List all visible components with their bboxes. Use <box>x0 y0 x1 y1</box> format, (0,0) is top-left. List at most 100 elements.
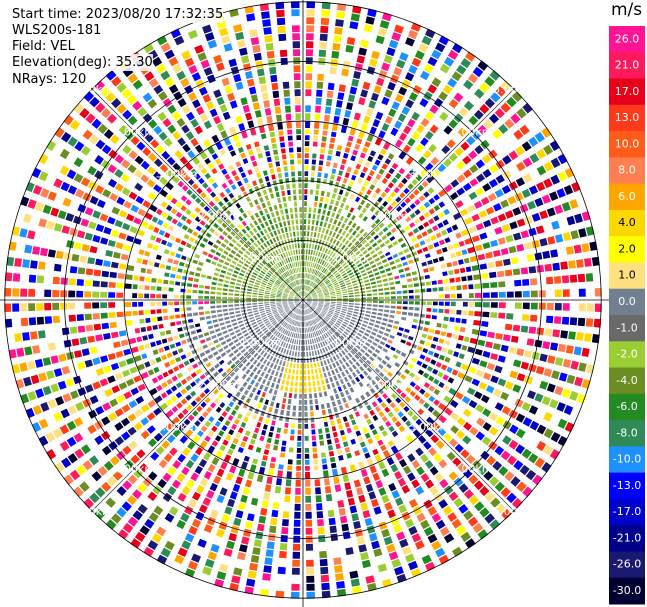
gate <box>245 397 251 404</box>
gate <box>462 408 472 418</box>
gate <box>264 296 270 298</box>
gate <box>183 234 190 240</box>
gate <box>230 387 237 394</box>
gate <box>286 324 290 329</box>
gate <box>330 297 336 299</box>
gate <box>576 332 584 341</box>
gate <box>160 70 171 81</box>
gate <box>394 362 401 368</box>
gate <box>336 418 342 424</box>
gate <box>490 353 499 361</box>
gate <box>251 400 257 407</box>
gate <box>446 451 456 461</box>
gate <box>207 146 216 155</box>
gate <box>358 212 364 219</box>
gate <box>423 382 431 389</box>
gate <box>447 540 459 551</box>
gate <box>297 333 299 339</box>
gate <box>299 309 301 315</box>
gate <box>509 221 518 230</box>
gate <box>234 404 240 411</box>
gate <box>319 314 324 318</box>
gate <box>229 264 235 269</box>
gate <box>334 272 339 277</box>
gate <box>317 279 321 284</box>
gate <box>530 302 538 310</box>
gate <box>284 265 288 271</box>
gate <box>426 294 432 299</box>
gate <box>295 296 300 299</box>
gate <box>281 354 285 360</box>
gate <box>319 196 324 202</box>
gate <box>289 294 294 297</box>
gate <box>284 289 289 293</box>
gate <box>380 191 387 198</box>
gate <box>263 266 269 271</box>
gate <box>307 286 310 291</box>
gate <box>218 415 225 423</box>
gate <box>351 222 357 229</box>
gate <box>240 152 247 159</box>
gate <box>295 302 300 306</box>
gate <box>217 384 223 391</box>
gate <box>260 223 265 229</box>
gate <box>387 81 396 91</box>
gate <box>298 327 300 333</box>
gate <box>330 462 337 469</box>
gate <box>400 383 407 389</box>
gate <box>287 374 291 380</box>
gate <box>360 338 366 344</box>
gate <box>161 239 168 246</box>
gate <box>482 311 490 318</box>
gate <box>229 311 235 315</box>
gate <box>511 91 523 102</box>
gate <box>534 339 543 348</box>
gate <box>550 415 560 426</box>
gate <box>455 232 462 239</box>
gate <box>336 320 342 324</box>
gate <box>396 59 406 69</box>
gate <box>204 420 211 428</box>
gate <box>159 427 169 437</box>
gate <box>245 225 251 231</box>
gate <box>105 343 114 351</box>
gate <box>166 215 173 222</box>
gate <box>300 309 302 315</box>
gate <box>310 363 313 369</box>
gate <box>284 306 289 310</box>
gate <box>263 208 269 214</box>
gate <box>474 501 485 512</box>
gate <box>180 378 188 385</box>
gate <box>431 540 442 551</box>
gate <box>238 468 246 477</box>
gate <box>213 536 223 546</box>
gate <box>368 274 374 278</box>
gate <box>384 292 390 295</box>
gate <box>501 367 511 376</box>
gate <box>456 64 467 75</box>
gate <box>408 29 419 40</box>
gate <box>325 316 330 321</box>
gate <box>477 529 489 540</box>
gate <box>313 319 317 324</box>
gate <box>461 344 468 351</box>
gate <box>194 354 201 361</box>
gate <box>222 154 229 161</box>
gate <box>241 366 247 372</box>
gate <box>167 486 177 496</box>
gate <box>390 227 397 234</box>
gate <box>531 240 540 249</box>
gate <box>282 511 290 519</box>
gate <box>258 306 264 309</box>
gate <box>193 317 200 322</box>
gate <box>204 196 211 203</box>
gate <box>245 217 251 224</box>
gate <box>233 375 240 381</box>
gate <box>138 293 144 299</box>
gate <box>293 320 296 326</box>
gate <box>277 470 283 478</box>
gate <box>412 318 419 323</box>
gate <box>451 224 459 231</box>
gate <box>282 301 288 303</box>
gate <box>316 308 321 312</box>
